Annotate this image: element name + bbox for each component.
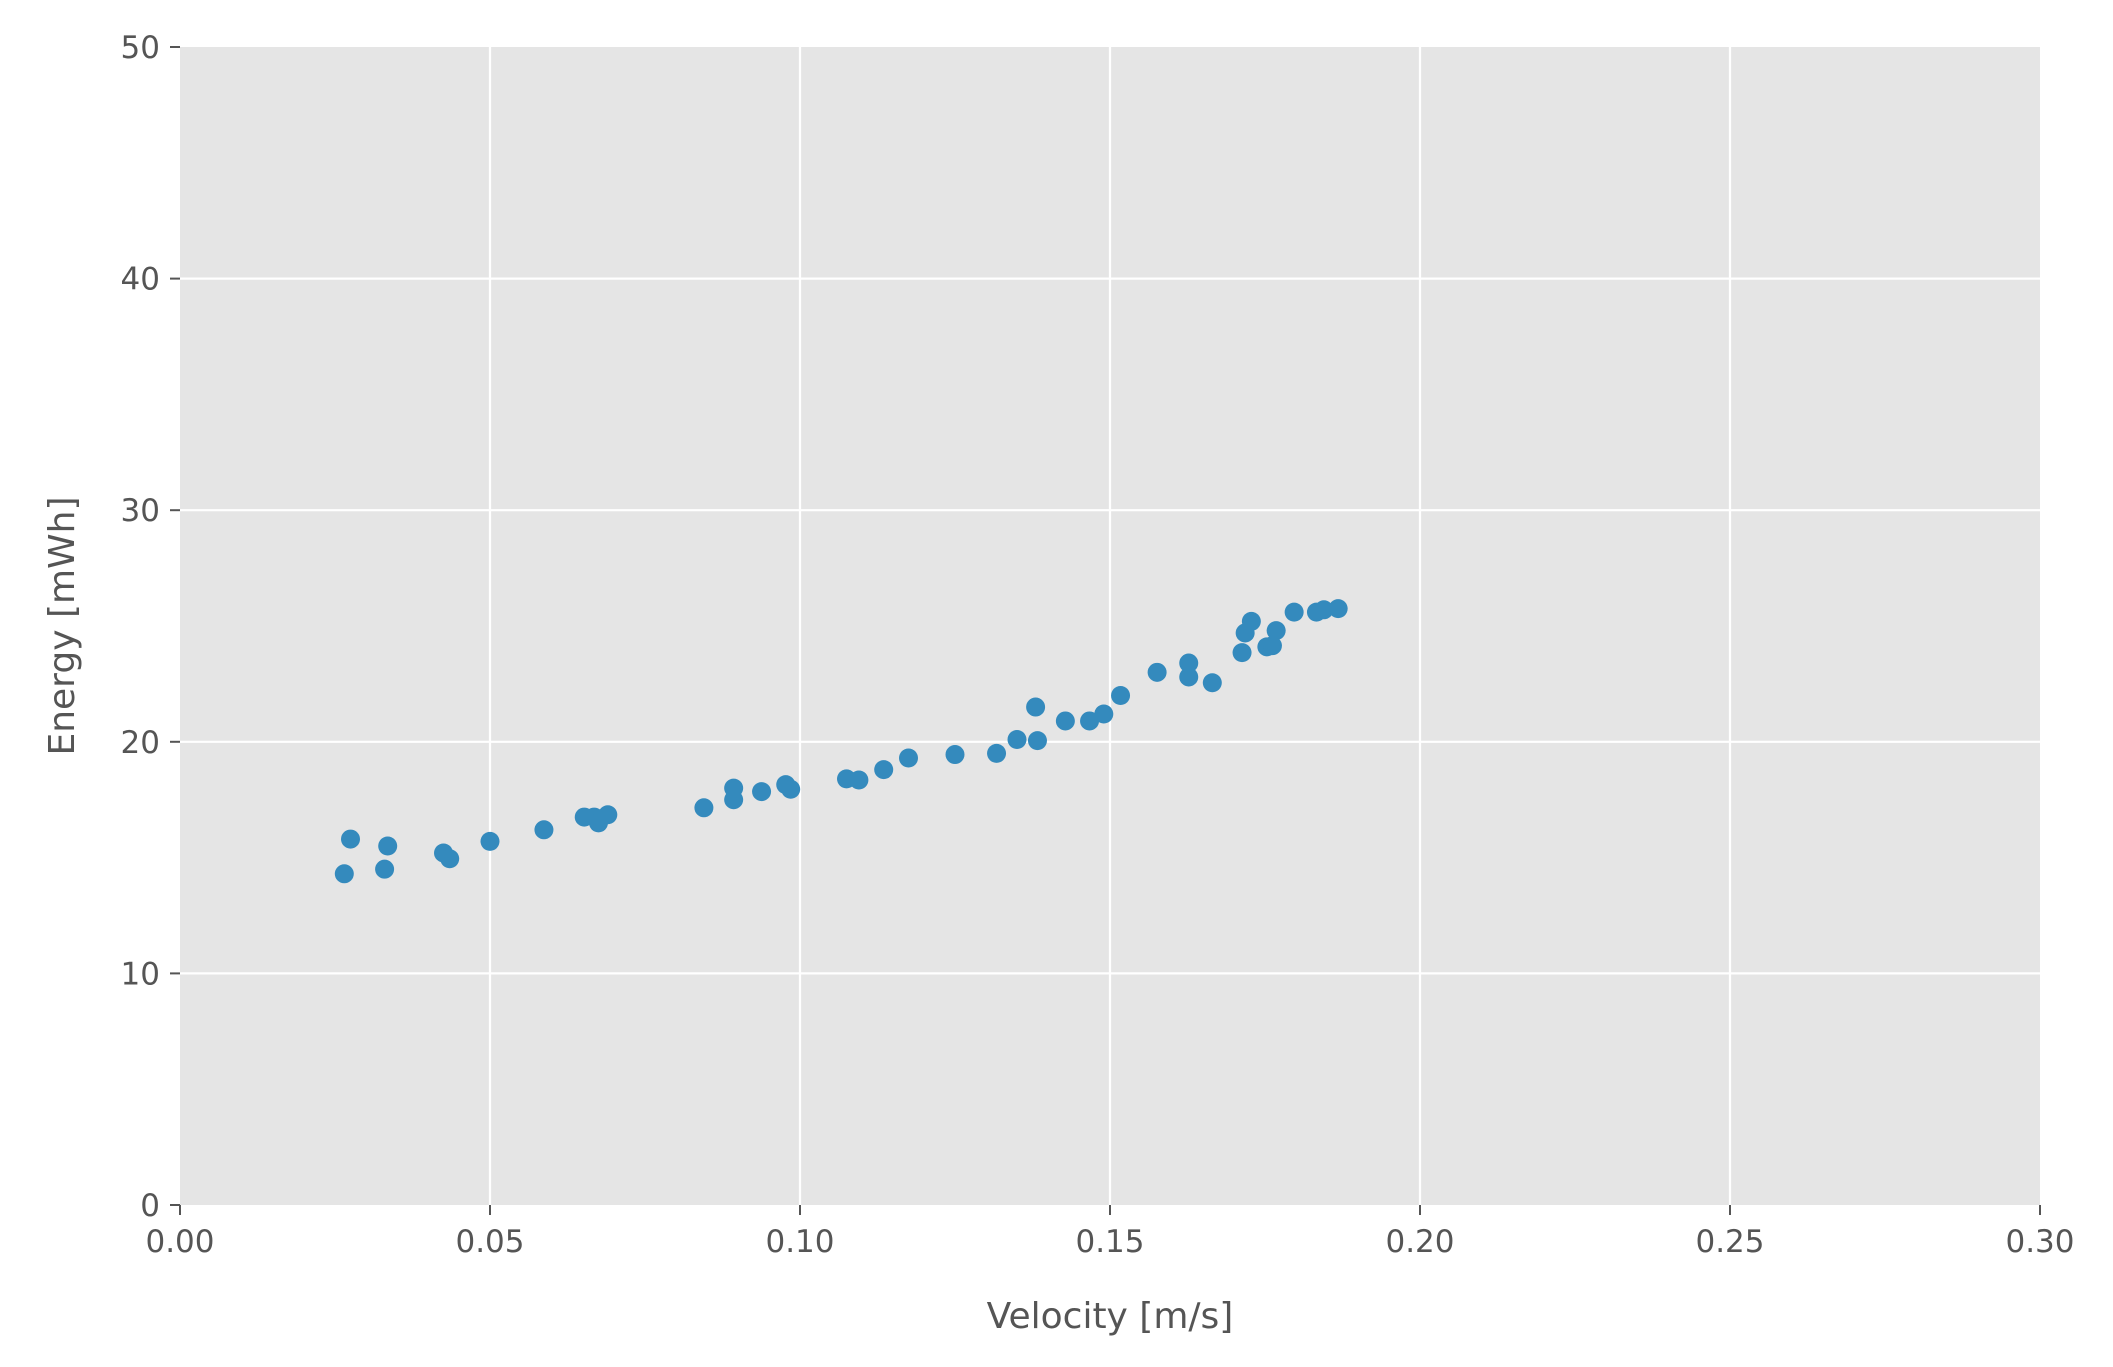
scatter-point <box>534 820 554 840</box>
x-tick-label: 0.15 <box>1075 1224 1144 1260</box>
scatter-point <box>987 743 1007 763</box>
scatter-point <box>1027 731 1047 751</box>
scatter-point <box>1266 621 1286 641</box>
x-tick-label: 0.10 <box>765 1224 834 1260</box>
scatter-point <box>1147 662 1167 682</box>
x-axis-label: Velocity [m/s] <box>987 1296 1234 1337</box>
y-tick-label: 10 <box>121 956 160 992</box>
scatter-point <box>849 770 869 790</box>
scatter-point <box>378 836 398 856</box>
y-tick-label: 20 <box>121 725 160 761</box>
scatter-point <box>598 805 618 825</box>
scatter-point <box>899 748 918 768</box>
scatter-point <box>1232 643 1252 663</box>
scatter-point <box>1026 697 1046 717</box>
scatter-point <box>724 778 744 798</box>
x-tick-label: 0.25 <box>1695 1224 1764 1260</box>
x-tick-label: 0.30 <box>2005 1224 2074 1260</box>
scatter-point <box>874 760 894 780</box>
y-tick-label: 50 <box>121 30 160 66</box>
scatter-point <box>341 829 360 849</box>
scatter-point <box>752 782 772 802</box>
x-tick-label: 0.20 <box>1385 1224 1454 1260</box>
scatter-point <box>440 849 460 869</box>
scatter-point <box>694 798 714 818</box>
scatter-point <box>1202 673 1222 693</box>
scatter-point <box>1080 711 1100 731</box>
scatter-point <box>480 831 500 851</box>
y-tick-label: 40 <box>121 262 160 298</box>
scatter-point <box>1241 611 1261 631</box>
scatter-point <box>375 859 395 879</box>
scatter-point <box>1007 729 1027 749</box>
scatter-point <box>781 779 801 799</box>
x-tick-labels: 0.00 0.05 0.10 0.15 0.20 0.25 0.30 <box>145 1224 2074 1260</box>
scatter-point <box>1111 685 1131 705</box>
scatter-point <box>334 864 354 884</box>
scatter-point <box>1179 653 1199 673</box>
y-tick-label: 30 <box>121 493 160 529</box>
x-tick-label: 0.00 <box>145 1224 214 1260</box>
scatter-point <box>1314 600 1334 620</box>
y-tick-label: 0 <box>140 1188 160 1224</box>
scatter-point <box>1284 602 1304 622</box>
scatter-point <box>945 745 965 765</box>
y-axis-label: Energy [mWh] <box>42 496 83 755</box>
y-tick-labels: 0 10 20 30 40 50 <box>121 30 160 1224</box>
data-points <box>334 599 1348 884</box>
scatter-point <box>1055 711 1075 731</box>
scatter-point <box>1179 667 1199 687</box>
scatter-point <box>1094 704 1114 724</box>
scatter-point <box>1328 599 1348 619</box>
scatter-point <box>1262 636 1282 656</box>
grid-lines <box>180 47 2040 1205</box>
x-tick-label: 0.05 <box>455 1224 524 1260</box>
axis-ticks <box>170 46 2041 1215</box>
